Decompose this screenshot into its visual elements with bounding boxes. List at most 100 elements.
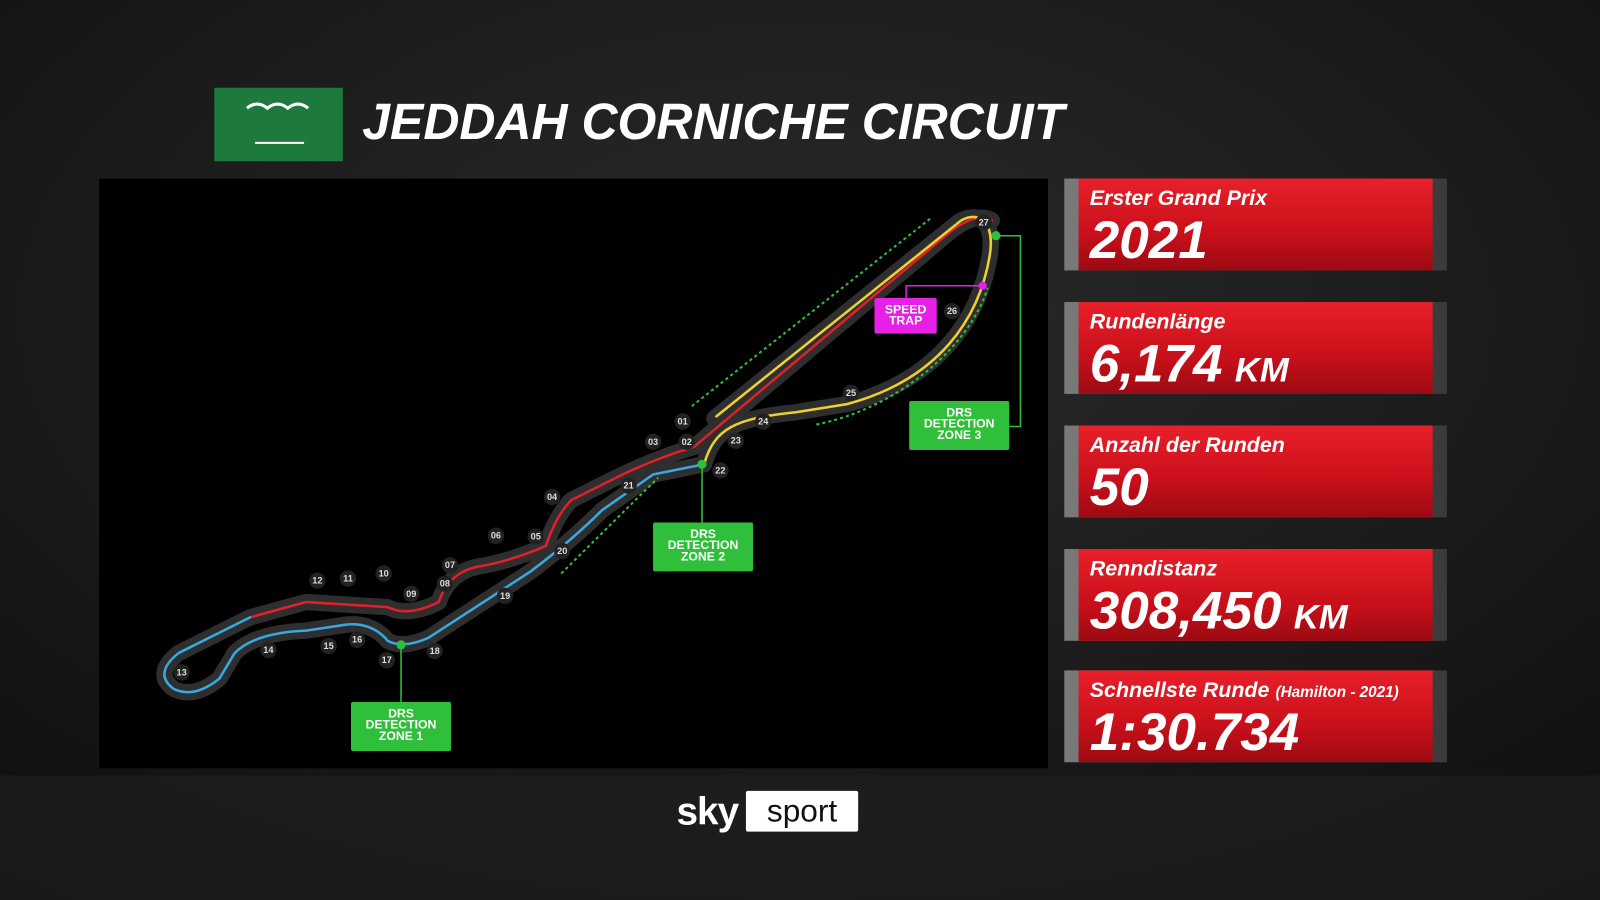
turn-marker [678, 433, 695, 450]
stat-value-text: 1:30.734 [1090, 703, 1299, 762]
stat-value-text: 50 [1090, 458, 1149, 517]
drs-label: ZONE 2 [681, 549, 725, 563]
turn-marker [260, 641, 277, 659]
flag [214, 87, 343, 162]
turn-number: 01 [678, 416, 688, 426]
turn-marker [943, 303, 961, 320]
stat-card: Schnellste Runde (Hamilton - 2021) 1:30.73… [1064, 670, 1447, 763]
turn-marker [727, 432, 744, 449]
stat-label: Schnellste Runde (Hamilton - 2021) [1090, 678, 1399, 702]
turn-marker [320, 637, 337, 655]
stat-label: Anzahl der Runden [1089, 433, 1285, 457]
turn-marker [620, 477, 637, 494]
logo-channel: sport [767, 792, 838, 828]
turn-marker [375, 565, 392, 582]
drs-label: DETECTION [668, 538, 739, 552]
speed-trap-label: SPEED [885, 302, 927, 316]
stat-value: 50 [1090, 458, 1149, 517]
stat-unit: KM [1294, 599, 1349, 637]
stat-unit: KM [1235, 352, 1290, 390]
turn-marker [309, 572, 326, 589]
speed-trap-box [874, 297, 937, 334]
turn-number: 14 [263, 645, 274, 655]
turn-number: 15 [323, 641, 333, 651]
turn-number: 25 [846, 388, 856, 398]
stat-label-text: Rundenlänge [1090, 310, 1226, 334]
stat-label: Rundenlänge [1090, 310, 1226, 334]
speed-trap-label: TRAP [889, 314, 922, 328]
drs-label: DRS [946, 405, 972, 419]
turn-number: 11 [343, 574, 353, 584]
drs-box [653, 522, 754, 572]
turn-number: 03 [648, 437, 658, 447]
turn-marker [378, 652, 395, 669]
turn-number: 16 [352, 635, 362, 645]
stat-value: 308,450 KM [1090, 582, 1349, 641]
turn-number: 02 [682, 437, 692, 447]
stat-label-text: Erster Grand Prix [1090, 186, 1268, 210]
stat-value-text: 308,450 [1090, 582, 1282, 641]
drs-label: DETECTION [366, 718, 437, 732]
turn-number: 20 [557, 546, 567, 556]
turn-marker [674, 413, 691, 430]
turn-marker [755, 413, 772, 430]
turn-marker [339, 570, 357, 587]
drs-label: ZONE 3 [937, 428, 981, 442]
drs-label: DRS [690, 527, 716, 541]
drs-label: ZONE 1 [379, 729, 423, 743]
turn-marker [403, 585, 420, 603]
turn-number: 22 [715, 465, 725, 475]
drs-box [351, 702, 452, 752]
turn-marker [173, 664, 190, 681]
turn-number: 06 [491, 531, 501, 541]
stat-value-text: 6,174 [1090, 335, 1223, 394]
turn-number: 27 [979, 217, 989, 227]
stat-fill [1078, 302, 1433, 394]
turn-marker [441, 557, 459, 574]
stat-value: 1:30.734 [1090, 703, 1299, 762]
stat-fill [1078, 425, 1433, 518]
turn-number: 18 [430, 646, 440, 656]
drs-label: DRS [388, 707, 414, 721]
turn-marker [436, 575, 454, 592]
turn-marker [644, 433, 662, 450]
turn-marker [426, 642, 443, 660]
turn-marker [842, 384, 860, 402]
logo-brand: sky [677, 790, 740, 833]
stat-label-text: Schnellste Runde [1090, 678, 1270, 702]
stat-note: (Hamilton - 2021) [1276, 684, 1399, 701]
stat-value-text: 2021 [1089, 211, 1208, 270]
turn-number: 08 [440, 579, 450, 589]
stat-fill [1078, 548, 1433, 641]
turn-marker [527, 528, 544, 545]
turn-marker [975, 214, 992, 231]
stat-label: Renndistanz [1090, 557, 1218, 581]
turn-number: 19 [500, 591, 510, 601]
drs-box [909, 401, 1010, 450]
stat-label: Erster Grand Prix [1090, 186, 1268, 210]
drs-label: DETECTION [924, 417, 995, 431]
turn-marker [496, 587, 514, 605]
turn-number: 17 [382, 655, 392, 665]
turn-marker [712, 462, 729, 479]
turn-marker [487, 527, 505, 544]
track: 01 02 03 04 05 06 07 08 09 10 11 12 13 14 15 16 17 18 19 20… [156, 209, 1022, 752]
turn-number: 21 [623, 481, 633, 491]
turn-number: 12 [312, 576, 322, 586]
turn-marker [554, 542, 571, 560]
stat-value: 2021 [1089, 211, 1208, 270]
turn-marker [543, 488, 561, 506]
turn-number: 24 [758, 416, 769, 426]
turn-number: 09 [406, 589, 416, 599]
turn-number: 07 [445, 560, 455, 570]
stat-fill [1078, 670, 1433, 763]
turn-number: 23 [731, 436, 741, 446]
title: JEDDAH CORNICHE CIRCUIT [362, 93, 1068, 150]
stat-value: 6,174 KM [1090, 335, 1290, 394]
stat-label-text: Renndistanz [1090, 557, 1218, 581]
